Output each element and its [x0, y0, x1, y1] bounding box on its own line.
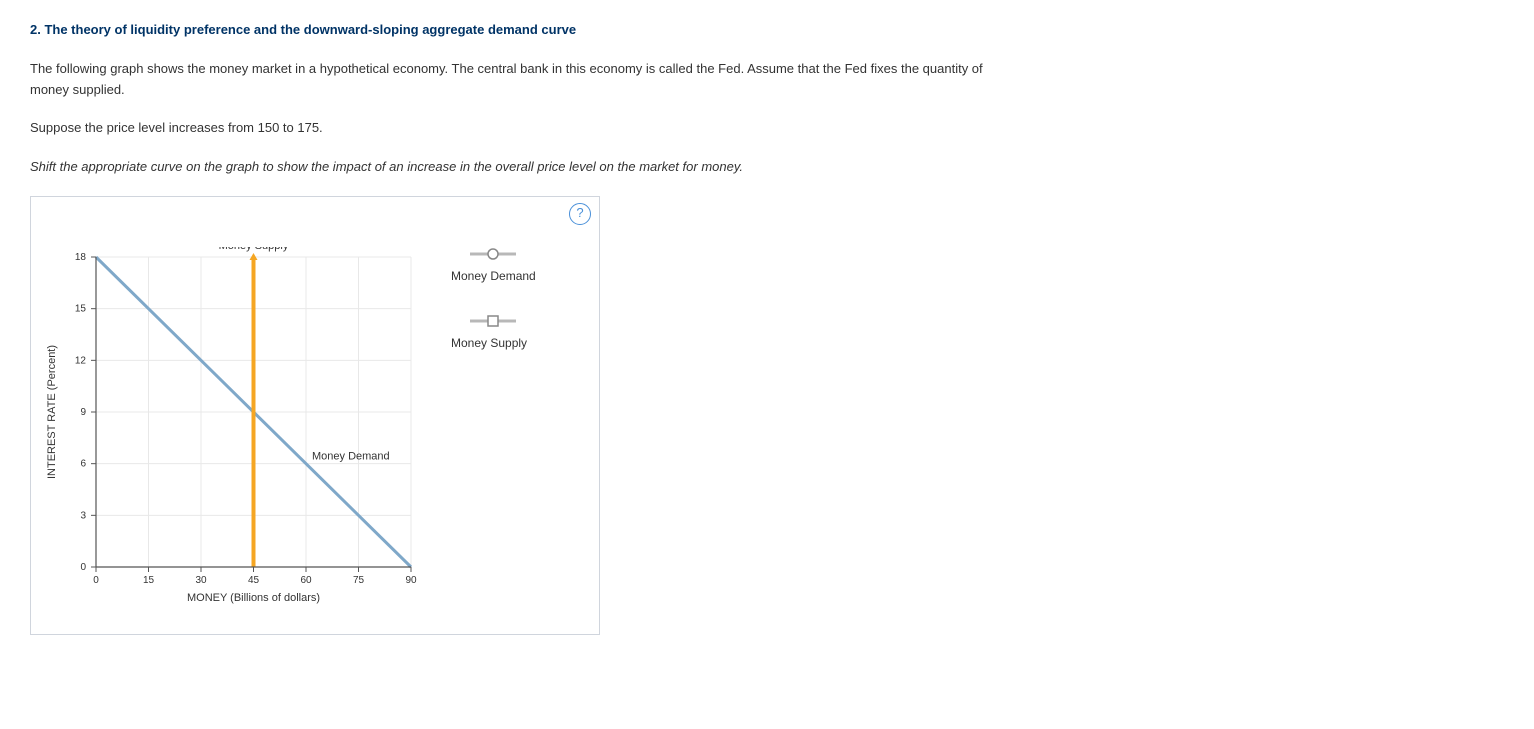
legend-item[interactable]: Money Supply — [451, 314, 536, 353]
circle-marker-icon — [468, 247, 518, 261]
x-tick-label: 45 — [248, 575, 260, 586]
legend-item[interactable]: Money Demand — [451, 247, 536, 286]
question-heading: 2. The theory of liquidity preference an… — [30, 20, 1504, 41]
y-tick-label: 6 — [80, 459, 86, 470]
instruction-text: Shift the appropriate curve on the graph… — [30, 157, 1504, 178]
x-tick-label: 90 — [405, 575, 417, 586]
y-tick-label: 12 — [75, 355, 87, 366]
series-annotation: Money Supply — [219, 247, 289, 252]
help-icon[interactable]: ? — [569, 203, 591, 225]
x-tick-label: 30 — [195, 575, 207, 586]
legend-block: Money Demand Money Supply — [451, 247, 536, 381]
paragraph-1: The following graph shows the money mark… — [30, 59, 1010, 101]
chart-block[interactable]: Money Demand Money Supply 0 15 30 45 60 75 90 0 3 6… — [41, 247, 421, 614]
x-tick-label: 0 — [93, 575, 99, 586]
money-market-chart[interactable]: Money Demand Money Supply 0 15 30 45 60 75 90 0 3 6… — [41, 247, 421, 607]
graph-inner: Money Demand Money Supply 0 15 30 45 60 75 90 0 3 6… — [41, 247, 589, 614]
y-axis-label: INTEREST RATE (Percent) — [46, 345, 58, 479]
legend-label: Money Demand — [451, 267, 536, 286]
x-tick-label: 15 — [143, 575, 155, 586]
x-tick-label: 60 — [300, 575, 312, 586]
y-tick-label: 18 — [75, 252, 87, 263]
square-marker-icon — [468, 314, 518, 328]
x-axis-label: MONEY (Billions of dollars) — [187, 592, 320, 604]
paragraph-2: Suppose the price level increases from 1… — [30, 118, 1010, 139]
y-tick-label: 3 — [80, 510, 86, 521]
graph-panel: ? Money Demand Money Supply 0 15 30 45 60 75 90 0… — [30, 196, 600, 635]
y-tick-label: 0 — [80, 562, 86, 573]
series-annotation: Money Demand — [312, 451, 390, 463]
y-tick-label: 15 — [75, 304, 87, 315]
legend-label: Money Supply — [451, 334, 536, 353]
y-tick-label: 9 — [80, 407, 86, 418]
x-tick-label: 75 — [353, 575, 365, 586]
